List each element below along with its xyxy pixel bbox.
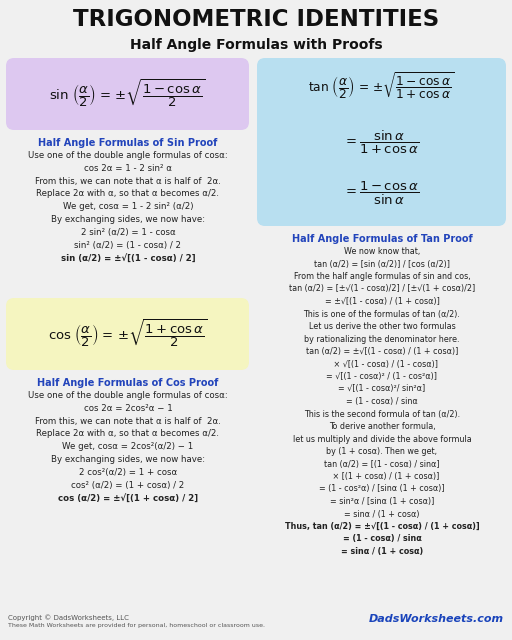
- Text: = ±√[(1 - cosα) / (1 + cosα)]: = ±√[(1 - cosα) / (1 + cosα)]: [325, 297, 439, 306]
- Text: tan $\left(\dfrac{\alpha}{2}\right)$ = $\pm\sqrt{\dfrac{1-\cos\alpha}{1+\cos\alp: tan $\left(\dfrac{\alpha}{2}\right)$ = $…: [308, 70, 455, 101]
- Text: This is one of the formulas of tan (α/2).: This is one of the formulas of tan (α/2)…: [304, 310, 460, 319]
- Text: DadsWorksheets.com: DadsWorksheets.com: [369, 614, 504, 624]
- Text: Use one of the double angle formulas of cosα:: Use one of the double angle formulas of …: [28, 391, 228, 400]
- Text: by (1 + cosα). Then we get,: by (1 + cosα). Then we get,: [327, 447, 437, 456]
- FancyBboxPatch shape: [257, 58, 506, 226]
- Text: Half Angle Formulas of Sin Proof: Half Angle Formulas of Sin Proof: [38, 138, 218, 148]
- Text: sin² (α/2) = (1 - cosα) / 2: sin² (α/2) = (1 - cosα) / 2: [75, 241, 181, 250]
- Text: Replace 2α with α, so that α becomes α/2.: Replace 2α with α, so that α becomes α/2…: [36, 429, 220, 438]
- Text: Half Angle Formulas of Cos Proof: Half Angle Formulas of Cos Proof: [37, 378, 219, 388]
- Text: = sinα / (1 + cosα): = sinα / (1 + cosα): [341, 547, 423, 556]
- Text: sin $\left(\dfrac{\alpha}{2}\right)$ = $\pm\sqrt{\dfrac{1-\cos\alpha}{2}}$: sin $\left(\dfrac{\alpha}{2}\right)$ = $…: [49, 78, 206, 110]
- Text: let us multiply and divide the above formula: let us multiply and divide the above for…: [293, 435, 472, 444]
- Text: = sin²α / [sinα (1 + cosα)]: = sin²α / [sinα (1 + cosα)]: [330, 497, 434, 506]
- Text: By exchanging sides, we now have:: By exchanging sides, we now have:: [51, 455, 205, 464]
- Text: $= \dfrac{1-\cos\alpha}{\sin\alpha}$: $= \dfrac{1-\cos\alpha}{\sin\alpha}$: [344, 179, 419, 207]
- Text: cos 2α = 1 - 2 sin² α: cos 2α = 1 - 2 sin² α: [84, 164, 172, 173]
- Text: tan (α/2) = [sin (α/2)] / [cos (α/2)]: tan (α/2) = [sin (α/2)] / [cos (α/2)]: [314, 259, 450, 269]
- Text: TRIGONOMETRIC IDENTITIES: TRIGONOMETRIC IDENTITIES: [73, 8, 439, 31]
- FancyBboxPatch shape: [6, 58, 249, 130]
- Text: cos $\left(\dfrac{\alpha}{2}\right)$ = $\pm\sqrt{\dfrac{1+\cos\alpha}{2}}$: cos $\left(\dfrac{\alpha}{2}\right)$ = $…: [48, 318, 207, 350]
- Text: To derive another formula,: To derive another formula,: [329, 422, 435, 431]
- Text: by rationalizing the denominator here.: by rationalizing the denominator here.: [304, 335, 460, 344]
- Text: Replace 2α with α, so that α becomes α/2.: Replace 2α with α, so that α becomes α/2…: [36, 189, 220, 198]
- Text: Half Angle Formulas with Proofs: Half Angle Formulas with Proofs: [130, 38, 382, 52]
- Text: = √[(1 - cosα)²/ sin²α]: = √[(1 - cosα)²/ sin²α]: [338, 385, 425, 394]
- FancyBboxPatch shape: [6, 298, 249, 370]
- Text: sin (α/2) = ±√[(1 - cosα) / 2]: sin (α/2) = ±√[(1 - cosα) / 2]: [61, 253, 195, 262]
- Text: × √[(1 - cosα) / (1 - cosα)]: × √[(1 - cosα) / (1 - cosα)]: [326, 360, 438, 369]
- Text: From the half angle formulas of sin and cos,: From the half angle formulas of sin and …: [294, 272, 471, 281]
- Text: tan (α/2) = ±√[(1 - cosα) / (1 + cosα)]: tan (α/2) = ±√[(1 - cosα) / (1 + cosα)]: [306, 347, 458, 356]
- Text: These Math Worksheets are provided for personal, homeschool or classroom use.: These Math Worksheets are provided for p…: [8, 623, 265, 628]
- Text: From this, we can note that α is half of  2α.: From this, we can note that α is half of…: [35, 177, 221, 186]
- Text: Let us derive the other two formulas: Let us derive the other two formulas: [309, 322, 455, 331]
- Text: = (1 - cosα) / sinα: = (1 - cosα) / sinα: [346, 397, 418, 406]
- Text: tan (α/2) = [±√(1 - cosα)/2] / [±√(1 + cosα)/2]: tan (α/2) = [±√(1 - cosα)/2] / [±√(1 + c…: [289, 285, 475, 294]
- Text: $= \dfrac{\sin\alpha}{1+\cos\alpha}$: $= \dfrac{\sin\alpha}{1+\cos\alpha}$: [344, 129, 419, 156]
- Text: By exchanging sides, we now have:: By exchanging sides, we now have:: [51, 215, 205, 224]
- Text: Use one of the double angle formulas of cosα:: Use one of the double angle formulas of …: [28, 151, 228, 160]
- Text: × [(1 + cosα) / (1 + cosα)]: × [(1 + cosα) / (1 + cosα)]: [325, 472, 439, 481]
- Text: We now know that,: We now know that,: [344, 247, 420, 256]
- Text: tan (α/2) = [(1 - cosα) / sinα]: tan (α/2) = [(1 - cosα) / sinα]: [324, 460, 440, 468]
- Text: cos² (α/2) = (1 + cosα) / 2: cos² (α/2) = (1 + cosα) / 2: [71, 481, 185, 490]
- Text: From this, we can note that α is half of  2α.: From this, we can note that α is half of…: [35, 417, 221, 426]
- Text: 2 cos²(α/2) = 1 + cosα: 2 cos²(α/2) = 1 + cosα: [79, 468, 177, 477]
- Text: Thus, tan (α/2) = ±√[(1 - cosα) / (1 + cosα)]: Thus, tan (α/2) = ±√[(1 - cosα) / (1 + c…: [285, 522, 479, 531]
- Text: This is the second formula of tan (α/2).: This is the second formula of tan (α/2).: [304, 410, 460, 419]
- Text: = (1 - cosα) / sinα: = (1 - cosα) / sinα: [343, 534, 421, 543]
- Text: = √[(1 - cosα)² / (1 - cos²α)]: = √[(1 - cosα)² / (1 - cos²α)]: [327, 372, 437, 381]
- Text: Half Angle Formulas of Tan Proof: Half Angle Formulas of Tan Proof: [292, 234, 473, 244]
- Text: Copyright © DadsWorksheets, LLC: Copyright © DadsWorksheets, LLC: [8, 614, 129, 621]
- Text: = sinα / (1 + cosα): = sinα / (1 + cosα): [344, 509, 420, 518]
- Text: = (1 - cos²α) / [sinα (1 + cosα)]: = (1 - cos²α) / [sinα (1 + cosα)]: [319, 484, 445, 493]
- Text: 2 sin² (α/2) = 1 - cosα: 2 sin² (α/2) = 1 - cosα: [80, 228, 176, 237]
- Text: cos (α/2) = ±√[(1 + cosα) / 2]: cos (α/2) = ±√[(1 + cosα) / 2]: [58, 493, 198, 502]
- Text: We get, cosα = 1 - 2 sin² (α/2): We get, cosα = 1 - 2 sin² (α/2): [63, 202, 193, 211]
- Text: We get, cosα = 2cos²(α/2) − 1: We get, cosα = 2cos²(α/2) − 1: [62, 442, 194, 451]
- Text: cos 2α = 2cos²α − 1: cos 2α = 2cos²α − 1: [83, 404, 173, 413]
